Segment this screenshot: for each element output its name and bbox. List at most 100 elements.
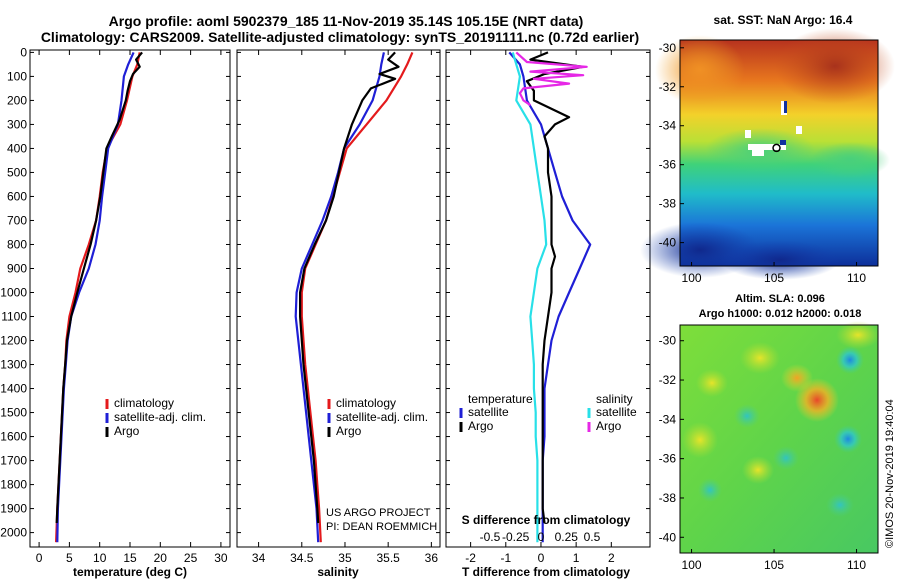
- map-latitude-label: -34: [659, 119, 677, 133]
- map-longitude-label: 105: [764, 558, 784, 572]
- x-tick-label: 35: [338, 551, 352, 565]
- sla-low-anomaly: [734, 404, 760, 428]
- sla-map-title: Altim. SLA: 0.096: [735, 293, 825, 305]
- s-diff-tick-label: -0.5: [480, 530, 501, 544]
- legend-argo-label: Argo: [336, 424, 362, 438]
- map-longitude-label: 105: [764, 271, 784, 285]
- depth-tick-label: 0: [20, 45, 27, 59]
- sst-cloud-mask: [796, 126, 802, 134]
- depth-tick-label: 1200: [0, 334, 27, 348]
- legend-temperature-title: temperature: [468, 392, 533, 406]
- project-credit-line2: PI: DEAN ROEMMICH: [326, 521, 437, 533]
- series-line-argo: [55, 51, 143, 524]
- sla-low-anomaly: [834, 425, 862, 453]
- salinity-panel-frame: [236, 49, 441, 548]
- salinity-plot: 34 34.5 35 35.5 36: [237, 50, 440, 565]
- sla-high-anomaly: [781, 364, 813, 392]
- x-tick-label: -2: [465, 551, 476, 565]
- sst-cloud-mask: [748, 144, 786, 150]
- sla-high-anomaly: [836, 321, 880, 349]
- depth-tick-label: 1600: [0, 430, 27, 444]
- depth-tick-label: 1400: [0, 382, 27, 396]
- sst-map-field: [640, 28, 895, 280]
- map-latitude-label: -32: [659, 373, 677, 387]
- x-tick-label: 5: [66, 551, 73, 565]
- sst-green-band-east: [810, 142, 890, 178]
- depth-tick-label: 1800: [0, 478, 27, 492]
- s-diff-tick-label: 0.25: [555, 530, 579, 544]
- legend-t-satellite-label: satellite: [468, 405, 509, 419]
- sst-cloud-edge: [784, 101, 787, 113]
- map-latitude-label: -36: [659, 452, 677, 466]
- series-line-satellite-adj-clim-: [56, 51, 135, 543]
- sst-map-axes: 100 105 110 -30 -32 -34 -36 -38 -40: [659, 41, 867, 285]
- map-latitude-label: -38: [659, 491, 677, 505]
- sla-high-anomaly: [696, 369, 728, 397]
- map-longitude-label: 110: [847, 271, 866, 285]
- x-tick-label: 34.5: [290, 551, 314, 565]
- depth-tick-label: 400: [7, 141, 27, 155]
- s-diff-tick-label: 0: [538, 530, 545, 544]
- sla-high-anomaly: [742, 456, 774, 484]
- x-tick-label: 0: [538, 551, 545, 565]
- sst-warm-core: [775, 28, 895, 104]
- x-tick-label: 2: [608, 551, 615, 565]
- difference-plot: -2 -1 0 1 2 -0.5 -0.25 0 0.25 0.5: [446, 50, 650, 565]
- sst-cloud-edge: [780, 140, 786, 145]
- depth-tick-label: 900: [7, 261, 27, 275]
- sla-map-field: [680, 321, 880, 553]
- x-tick-label: 10: [93, 551, 107, 565]
- salinity-legend: climatology satellite-adj. clim. Argo: [327, 396, 428, 438]
- sla-low-anomaly: [698, 478, 722, 502]
- t-difference-axis-label: T difference from climatology: [462, 565, 630, 579]
- x-tick-label: 20: [154, 551, 168, 565]
- temperature-plot: 0 5 10 15 20 25 30: [30, 50, 230, 565]
- difference-panel-frame: [445, 49, 651, 548]
- figure-title-line1: Argo profile: aoml 5902379_185 11-Nov-20…: [109, 13, 584, 29]
- series-line-climatology: [55, 52, 141, 543]
- x-tick-label: 0: [36, 551, 43, 565]
- legend-satellite-label: satellite-adj. clim.: [114, 410, 206, 424]
- depth-axis: 0 100 200 300 400 500 600 700 800 900 1000 1100 1200…: [0, 45, 27, 539]
- depth-tick-label: 1900: [0, 502, 27, 516]
- x-tick-label: 30: [214, 551, 228, 565]
- imos-timestamp: ©IMOS 20-Nov-2019 19:40:04: [884, 399, 896, 548]
- map-latitude-label: -40: [659, 530, 677, 544]
- sst-map-frame: [679, 39, 879, 267]
- series-line-argo: [299, 51, 400, 524]
- x-tick-label: 15: [123, 551, 137, 565]
- map-latitude-label: -36: [659, 158, 677, 172]
- sst-map-title: sat. SST: NaN Argo: 16.4: [714, 13, 853, 27]
- legend-argo-label: Argo: [114, 424, 140, 438]
- series-line-satellite-adj-clim-: [294, 52, 385, 543]
- depth-tick-label: 1700: [0, 454, 27, 468]
- s-diff-tick-label: -0.25: [502, 530, 530, 544]
- series-line-s-satellite: [511, 52, 548, 543]
- depth-tick-label: 1500: [0, 406, 27, 420]
- sla-map-frame: [679, 324, 879, 554]
- argo-profile-location-marker: [772, 143, 781, 153]
- x-tick-label: -1: [500, 551, 511, 565]
- depth-tick-label: 1300: [0, 358, 27, 372]
- temperature-axis-label: temperature (deg C): [73, 565, 187, 579]
- series-line-t-argo: [525, 51, 585, 524]
- sla-low-anomaly: [836, 346, 864, 374]
- sst-cloud-mask: [752, 148, 764, 156]
- project-credit-line1: US ARGO PROJECT: [326, 507, 431, 519]
- sst-cloud-mask: [745, 130, 751, 138]
- map-longitude-label: 110: [847, 558, 866, 572]
- legend-salinity-title: salinity: [596, 392, 633, 406]
- map-latitude-label: -30: [659, 334, 677, 348]
- legend-climatology-label: climatology: [336, 396, 396, 410]
- series-line-s-argo: [515, 51, 588, 107]
- map-latitude-label: -30: [659, 41, 677, 55]
- salinity-axis-label: salinity: [317, 565, 359, 579]
- map-latitude-label: -40: [659, 236, 677, 250]
- sla-high-anomaly: [682, 422, 718, 458]
- sla-low-anomaly: [826, 493, 854, 517]
- depth-tick-label: 100: [7, 69, 27, 83]
- depth-tick-label: 600: [7, 189, 27, 203]
- x-tick-label: 1: [573, 551, 580, 565]
- map-latitude-label: -38: [659, 197, 677, 211]
